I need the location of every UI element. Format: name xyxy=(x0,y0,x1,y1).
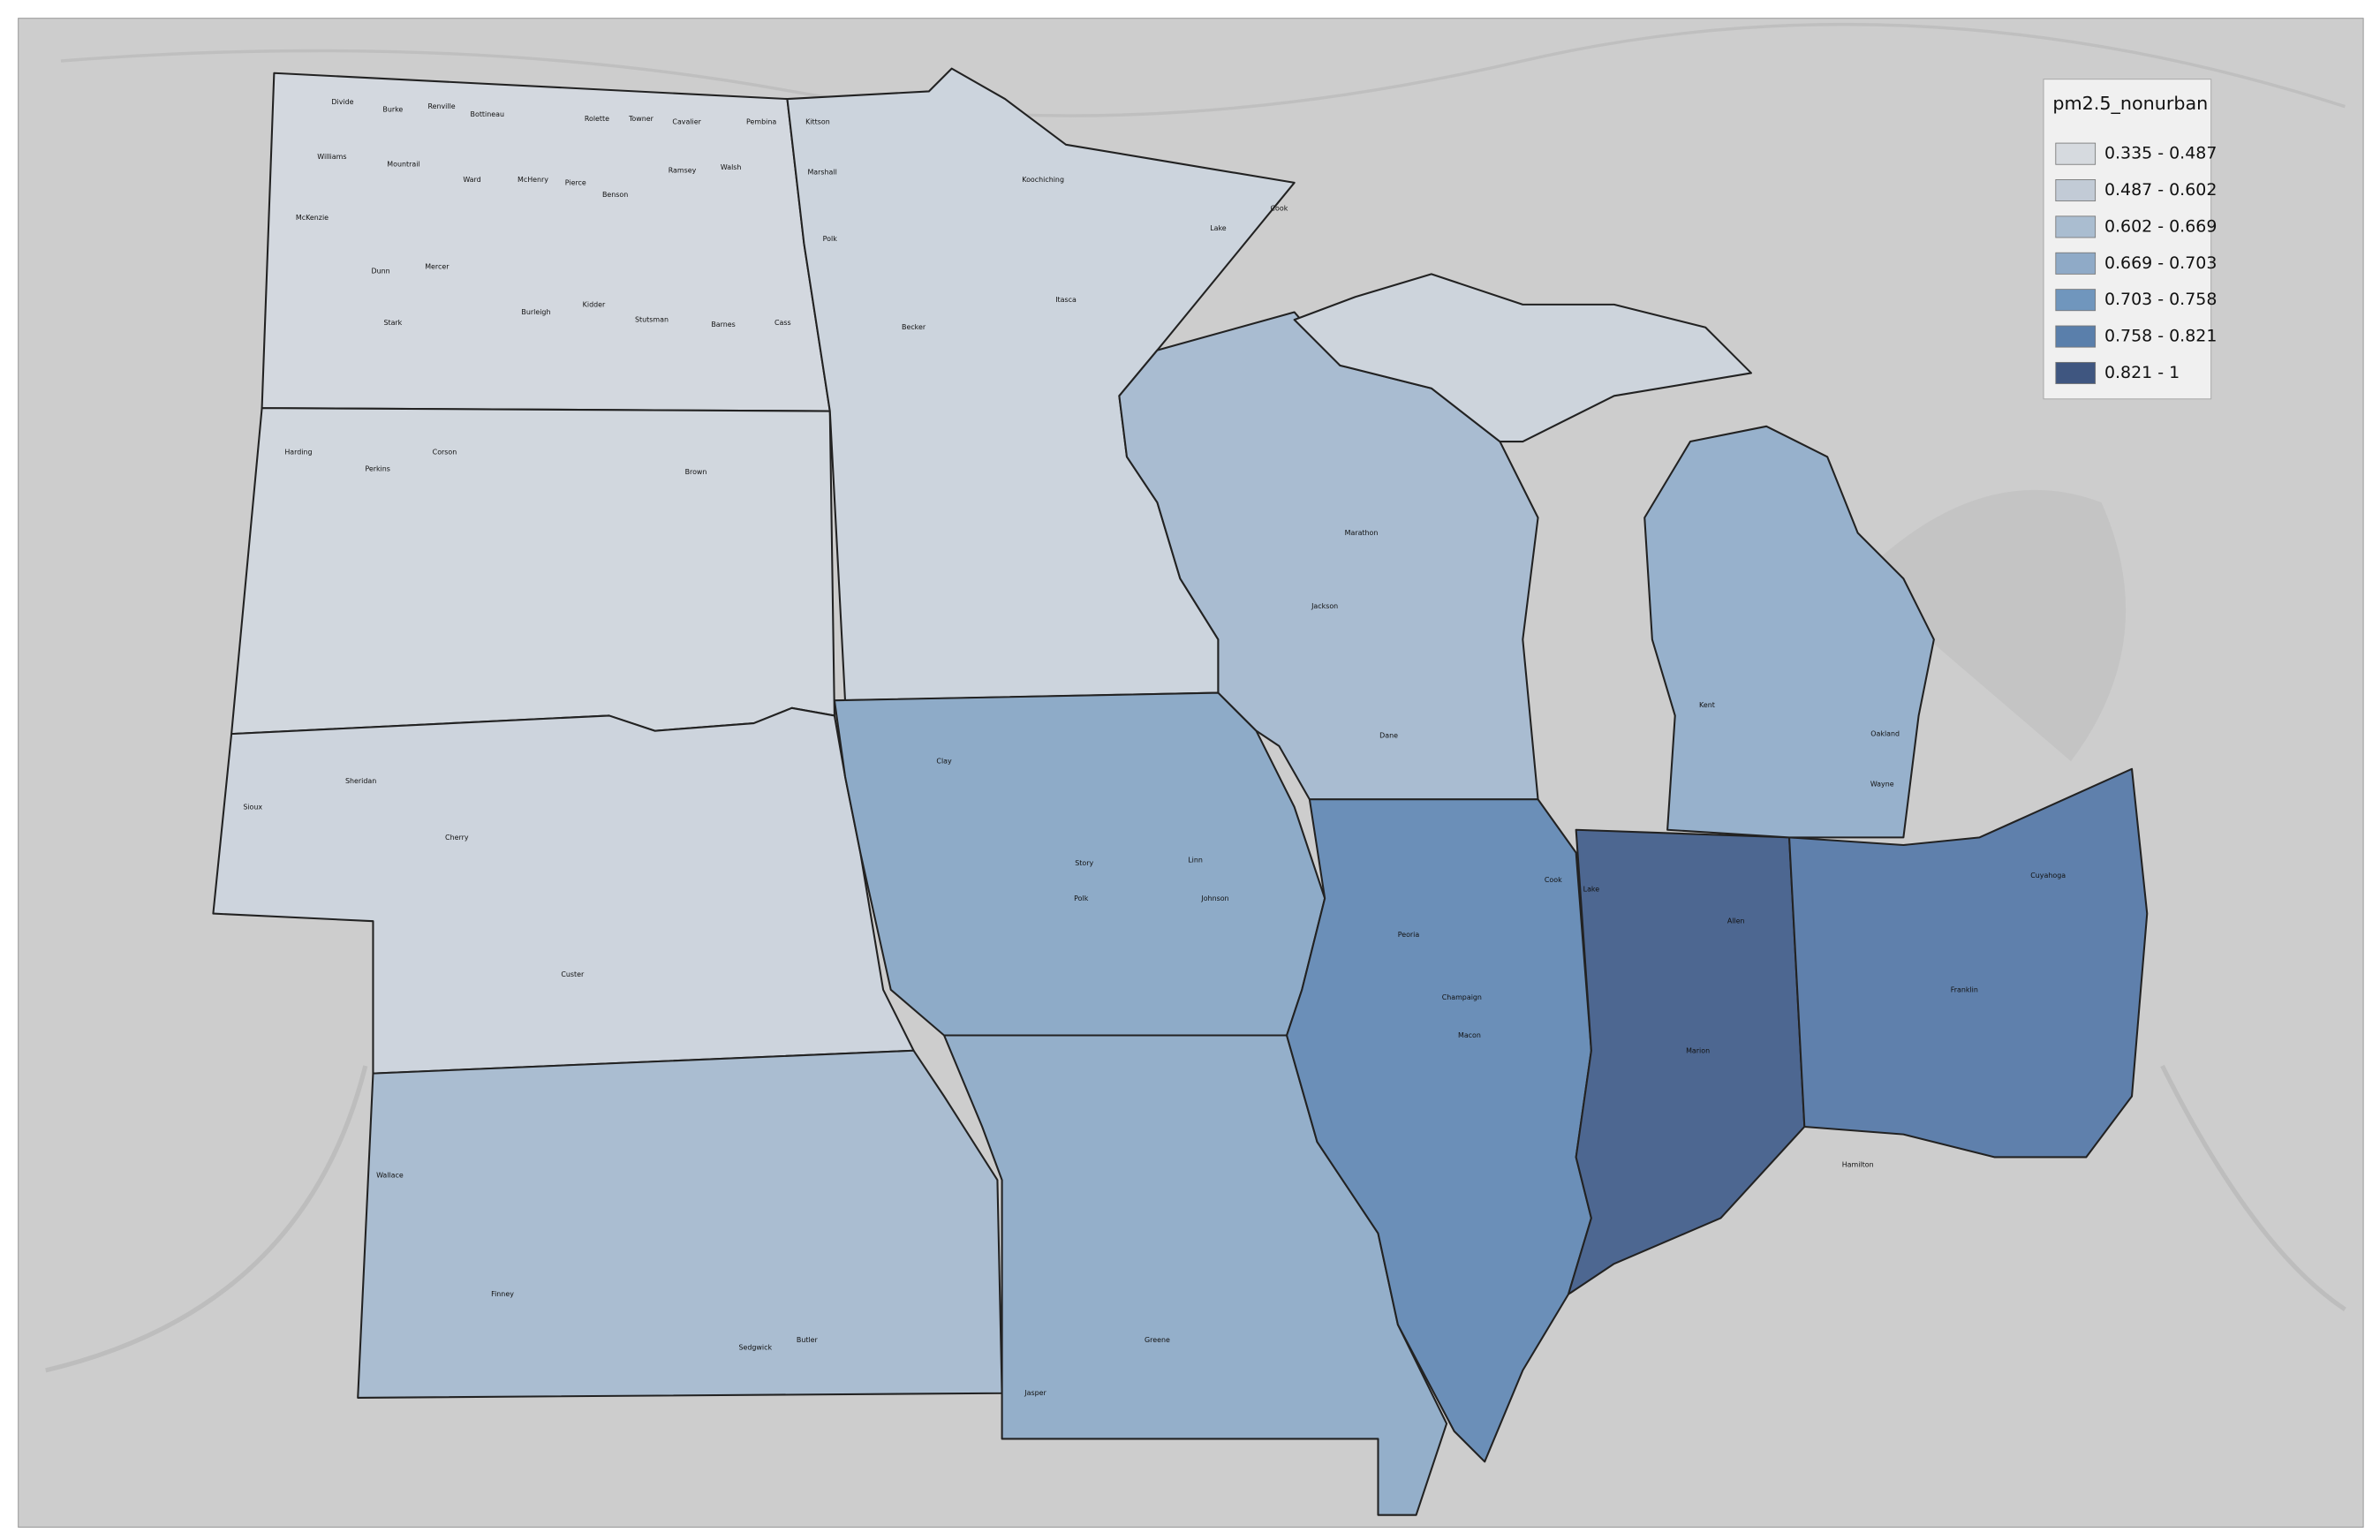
county-label: McKenzie xyxy=(296,214,329,222)
county-label: Champaign xyxy=(1442,993,1482,1001)
county-label: Macon xyxy=(1458,1031,1481,1039)
county-label: Mercer xyxy=(425,262,450,270)
county-label: Rolette xyxy=(585,115,609,123)
legend-label: 0.758 - 0.821 xyxy=(2104,327,2217,346)
county-label: Cuyahoga xyxy=(2030,872,2066,879)
county-label: Harding xyxy=(284,449,312,457)
county-label: Cook xyxy=(1545,876,1562,884)
county-label: Story xyxy=(1075,859,1093,867)
state-oh xyxy=(1788,767,2149,1159)
county-label: Corson xyxy=(433,449,457,457)
county-label: Wallace xyxy=(376,1172,404,1180)
county-label: Cavalier xyxy=(672,117,701,125)
legend-label: 0.703 - 0.758 xyxy=(2104,290,2217,309)
county-label: Finney xyxy=(491,1290,514,1298)
county-label: Koochiching xyxy=(1022,176,1064,184)
legend-label: 0.821 - 1 xyxy=(2104,363,2180,382)
county-label: Burleigh xyxy=(521,308,550,316)
legend-label: 0.602 - 0.669 xyxy=(2104,216,2217,236)
county-label: Wayne xyxy=(1870,781,1894,789)
county-label: Benson xyxy=(602,191,628,199)
relief xyxy=(45,1064,2346,1373)
county-label: Cook xyxy=(1271,205,1288,213)
county-label: Linn xyxy=(1188,857,1203,864)
relief xyxy=(60,22,2346,117)
county-label: Marshall xyxy=(807,168,836,176)
county-label: Ramsey xyxy=(669,167,697,175)
county-label: Renville xyxy=(427,102,455,110)
legend-swatch xyxy=(2055,252,2097,275)
county-label: Mountrail xyxy=(387,161,419,169)
county-label: Oakland xyxy=(1870,730,1900,738)
legend-swatch xyxy=(2055,179,2097,202)
legend-swatch xyxy=(2055,142,2097,165)
legend-swatch xyxy=(2055,289,2097,312)
county-label: Allen xyxy=(1727,917,1745,925)
county-label: Polk xyxy=(823,235,838,243)
county-label: Towner xyxy=(628,115,654,123)
states xyxy=(212,67,2149,1516)
county-label: Stutsman xyxy=(635,316,669,324)
county-label: Dunn xyxy=(371,267,389,275)
county-label: Sedgwick xyxy=(738,1344,772,1352)
county-label: Kent xyxy=(1699,701,1715,709)
county-label: Sheridan xyxy=(345,777,376,785)
county-label: Cass xyxy=(774,319,791,327)
county-label: Kidder xyxy=(583,300,606,308)
county-label: Marathon xyxy=(1345,529,1379,537)
county-labels: Divide Burke Renville Bottineau Rolette Towne… xyxy=(243,98,2066,1397)
county-label: Johnson xyxy=(1200,895,1228,902)
county-label: Custer xyxy=(561,970,585,978)
county-label: Lake xyxy=(1210,224,1227,232)
state-mi-upper xyxy=(1293,273,1752,443)
county-label: Becker xyxy=(902,323,926,331)
county-label: Clay xyxy=(936,758,952,766)
legend-title: pm2.5_nonurban xyxy=(2052,93,2208,115)
county-label: Brown xyxy=(685,468,707,476)
county-label: Cherry xyxy=(445,834,469,842)
county-label: Lake xyxy=(1583,885,1600,893)
legend-swatch xyxy=(2055,215,2097,238)
legend-swatch xyxy=(2055,325,2097,348)
county-label: Williams xyxy=(317,153,346,161)
county-label: Burke xyxy=(382,106,403,114)
map-frame: Divide Burke Renville Bottineau Rolette Towne… xyxy=(18,18,2364,1528)
county-label: Divide xyxy=(331,98,353,106)
county-label: Sioux xyxy=(243,803,262,811)
county-label: Jackson xyxy=(1311,602,1338,610)
county-label: Greene xyxy=(1145,1336,1170,1344)
county-label: Kittson xyxy=(805,117,830,125)
county-label: Itasca xyxy=(1055,296,1077,304)
county-label: Butler xyxy=(797,1336,819,1344)
county-label: Franklin xyxy=(1951,985,1978,993)
county-label: Barnes xyxy=(711,321,735,328)
legend-swatch xyxy=(2055,361,2097,384)
legend-label: 0.487 - 0.602 xyxy=(2104,180,2217,200)
legend-box xyxy=(2043,79,2212,400)
state-mi-lower xyxy=(1643,425,1935,839)
legend-label: 0.669 - 0.703 xyxy=(2104,253,2217,273)
county-label: Jasper xyxy=(1024,1389,1046,1397)
lake xyxy=(1857,489,2127,762)
state-sd xyxy=(230,407,835,736)
state-nd xyxy=(261,72,831,412)
county-label: Perkins xyxy=(365,465,390,473)
county-label: Polk xyxy=(1074,895,1089,902)
county-label: Hamilton xyxy=(1842,1161,1874,1169)
county-label: Dane xyxy=(1379,731,1398,739)
legend-label: 0.335 - 0.487 xyxy=(2104,144,2217,163)
county-label: Peoria xyxy=(1398,931,1420,939)
county-label: Walsh xyxy=(721,163,742,171)
county-label: Marion xyxy=(1686,1046,1710,1054)
state-ks xyxy=(357,1049,1003,1399)
county-label: Bottineau xyxy=(471,110,504,118)
county-label: Ward xyxy=(463,176,480,184)
county-label: Pembina xyxy=(746,117,776,125)
legend: pm2.5_nonurban 0.335 - 0.487 0.487 - 0.60… xyxy=(2043,79,2217,400)
county-label: Pierce xyxy=(565,178,586,186)
county-label: Stark xyxy=(383,319,402,327)
county-label: McHenry xyxy=(518,176,548,184)
